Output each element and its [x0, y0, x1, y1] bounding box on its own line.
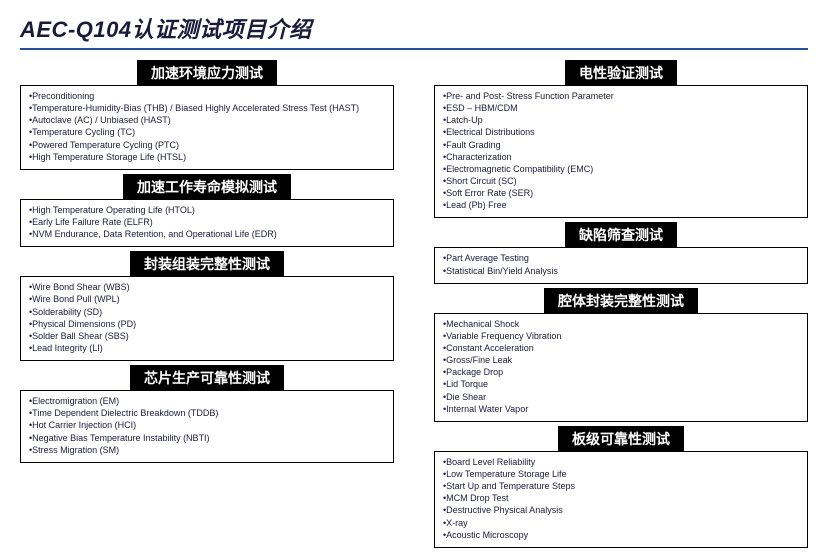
section-title: 加速环境应力测试 — [137, 60, 277, 86]
list-item: Low Temperature Storage Life — [443, 468, 799, 480]
section-header: 电性验证测试 — [434, 60, 808, 86]
section-title: 缺陷筛查测试 — [565, 222, 677, 248]
list-item: Solder Ball Shear (SBS) — [29, 330, 385, 342]
section: 板级可靠性测试Board Level ReliabilityLow Temper… — [434, 426, 808, 548]
list-item: Electrical Distributions — [443, 126, 799, 138]
section-header: 板级可靠性测试 — [434, 426, 808, 452]
list-item: Short Circuit (SC) — [443, 175, 799, 187]
list-item: High Temperature Storage Life (HTSL) — [29, 151, 385, 163]
section: 缺陷筛查测试Part Average TestingStatistical Bi… — [434, 222, 808, 283]
list-item: Fault Grading — [443, 139, 799, 151]
list-item: Wire Bond Pull (WPL) — [29, 293, 385, 305]
section-box: Electromigration (EM)Time Dependent Diel… — [20, 390, 394, 463]
list-item: Variable Frequency Vibration — [443, 330, 799, 342]
section-title: 加速工作寿命模拟测试 — [123, 174, 291, 200]
list-item: Electromigration (EM) — [29, 395, 385, 407]
left-column: 加速环境应力测试PreconditioningTemperature-Humid… — [20, 60, 394, 552]
list-item: Negative Bias Temperature Instability (N… — [29, 432, 385, 444]
list-item: Hot Carrier Injection (HCI) — [29, 419, 385, 431]
list-item: ESD – HBM/CDM — [443, 102, 799, 114]
section-title: 芯片生产可靠性测试 — [130, 365, 284, 391]
list-item: Lead Integrity (LI) — [29, 342, 385, 354]
list-item: Statistical Bin/Yield Analysis — [443, 265, 799, 277]
section-header: 腔体封装完整性测试 — [434, 288, 808, 314]
section-box: Wire Bond Shear (WBS)Wire Bond Pull (WPL… — [20, 276, 394, 361]
section-title: 板级可靠性测试 — [558, 426, 684, 452]
content-area: 加速环境应力测试PreconditioningTemperature-Humid… — [20, 60, 808, 552]
section: 加速工作寿命模拟测试High Temperature Operating Lif… — [20, 174, 394, 247]
section-box: Board Level ReliabilityLow Temperature S… — [434, 451, 808, 548]
list-item: Start Up and Temperature Steps — [443, 480, 799, 492]
list-item: Internal Water Vapor — [443, 403, 799, 415]
list-item: Part Average Testing — [443, 252, 799, 264]
list-item: Latch-Up — [443, 114, 799, 126]
list-item: Mechanical Shock — [443, 318, 799, 330]
section: 腔体封装完整性测试Mechanical ShockVariable Freque… — [434, 288, 808, 422]
right-column: 电性验证测试Pre- and Post- Stress Function Par… — [434, 60, 808, 552]
list-item: Characterization — [443, 151, 799, 163]
list-item: NVM Endurance, Data Retention, and Opera… — [29, 228, 385, 240]
list-item: Wire Bond Shear (WBS) — [29, 281, 385, 293]
section-box: PreconditioningTemperature-Humidity-Bias… — [20, 85, 394, 170]
list-item: Temperature-Humidity-Bias (THB) / Biased… — [29, 102, 385, 114]
list-item: Electromagnetic Compatibility (EMC) — [443, 163, 799, 175]
list-item: Lid Torque — [443, 378, 799, 390]
list-item: Physical Dimensions (PD) — [29, 318, 385, 330]
list-item: Preconditioning — [29, 90, 385, 102]
section-header: 加速环境应力测试 — [20, 60, 394, 86]
list-item: Acoustic Microscopy — [443, 529, 799, 541]
section-box: Pre- and Post- Stress Function Parameter… — [434, 85, 808, 218]
list-item: Constant Acceleration — [443, 342, 799, 354]
list-item: Package Drop — [443, 366, 799, 378]
section: 芯片生产可靠性测试Electromigration (EM)Time Depen… — [20, 365, 394, 463]
section: 加速环境应力测试PreconditioningTemperature-Humid… — [20, 60, 394, 170]
list-item: Autoclave (AC) / Unbiased (HAST) — [29, 114, 385, 126]
list-item: Soft Error Rate (SER) — [443, 187, 799, 199]
list-item: High Temperature Operating Life (HTOL) — [29, 204, 385, 216]
list-item: Temperature Cycling (TC) — [29, 126, 385, 138]
list-item: Solderability (SD) — [29, 306, 385, 318]
section-box: Part Average TestingStatistical Bin/Yiel… — [434, 247, 808, 283]
list-item: Gross/Fine Leak — [443, 354, 799, 366]
section-header: 封装组装完整性测试 — [20, 251, 394, 277]
section: 电性验证测试Pre- and Post- Stress Function Par… — [434, 60, 808, 218]
section-header: 缺陷筛查测试 — [434, 222, 808, 248]
section-header: 芯片生产可靠性测试 — [20, 365, 394, 391]
list-item: Pre- and Post- Stress Function Parameter — [443, 90, 799, 102]
list-item: Powered Temperature Cycling (PTC) — [29, 139, 385, 151]
list-item: Early Life Failure Rate (ELFR) — [29, 216, 385, 228]
list-item: Destructive Physical Analysis — [443, 504, 799, 516]
section-header: 加速工作寿命模拟测试 — [20, 174, 394, 200]
section-title: 封装组装完整性测试 — [130, 251, 284, 277]
list-item: X-ray — [443, 517, 799, 529]
section-title: 电性验证测试 — [565, 60, 677, 86]
section-box: Mechanical ShockVariable Frequency Vibra… — [434, 313, 808, 422]
section-title: 腔体封装完整性测试 — [544, 288, 698, 314]
section: 封装组装完整性测试Wire Bond Shear (WBS)Wire Bond … — [20, 251, 394, 361]
list-item: Die Shear — [443, 391, 799, 403]
list-item: Time Dependent Dielectric Breakdown (TDD… — [29, 407, 385, 419]
page-title: AEC-Q104认证测试项目介绍 — [20, 12, 808, 50]
list-item: MCM Drop Test — [443, 492, 799, 504]
list-item: Stress Migration (SM) — [29, 444, 385, 456]
list-item: Lead (Pb) Free — [443, 199, 799, 211]
section-box: High Temperature Operating Life (HTOL)Ea… — [20, 199, 394, 247]
list-item: Board Level Reliability — [443, 456, 799, 468]
